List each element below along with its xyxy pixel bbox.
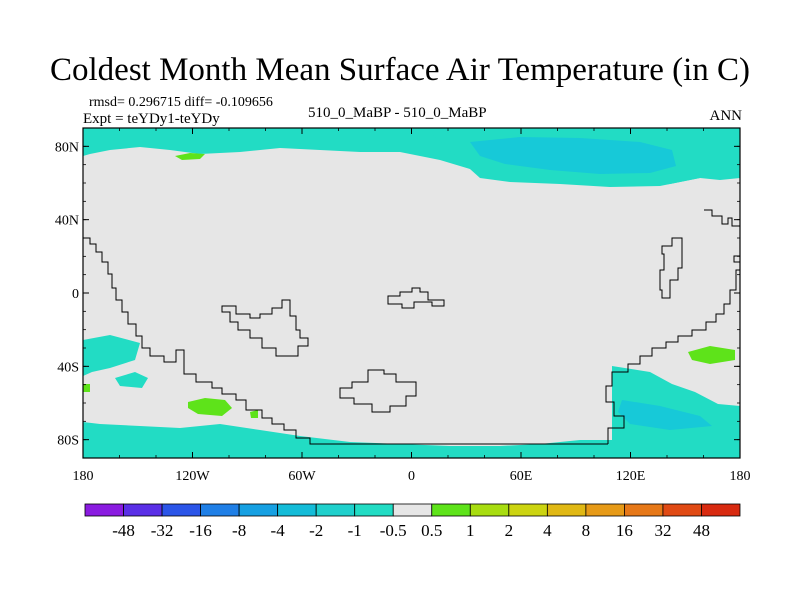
anomaly-region-south-atlantic <box>250 410 258 418</box>
colorbar-swatch <box>277 503 317 517</box>
x-tick-label: 180 <box>730 469 751 484</box>
colorbar-label: -8 <box>232 521 246 540</box>
colorbar-label: -2 <box>309 521 323 540</box>
y-tick-label: 80N <box>55 140 79 155</box>
x-tick-label: 180 <box>73 469 94 484</box>
coastline-south-america-west <box>83 237 608 445</box>
colorbar-label: -16 <box>189 521 212 540</box>
colorbar-swatch <box>508 503 548 517</box>
colorbar-swatch <box>123 503 163 517</box>
coastline-island-west <box>221 299 309 357</box>
y-axis: 80N 40N 0 40S 80S <box>55 127 740 459</box>
colorbar-swatch <box>469 503 510 517</box>
y-tick-label: 0 <box>72 287 79 302</box>
colorbar-label: -4 <box>271 521 286 540</box>
colorbar-label: 4 <box>543 521 552 540</box>
x-tick-label: 120W <box>175 469 210 484</box>
anomaly-region-west-edge <box>83 384 90 392</box>
rmsd-diff-label: rmsd= 0.296715 diff= -0.109656 <box>89 95 273 110</box>
colorbar-label: -0.5 <box>380 521 407 540</box>
anomaly-region-south-of-australia <box>618 400 712 430</box>
colorbar-swatch <box>315 503 356 517</box>
colorbar-swatch <box>431 503 471 517</box>
chart-title: Coldest Month Mean Surface Air Temperatu… <box>50 52 750 88</box>
colorbar-swatch <box>392 503 433 517</box>
colorbar-label: 32 <box>654 521 671 540</box>
anomaly-region-siberian-arctic <box>470 137 676 174</box>
colorbar-swatch <box>84 503 124 517</box>
colorbar-label: -48 <box>112 521 135 540</box>
coastline-east-landmass <box>704 209 740 227</box>
x-tick-label: 60W <box>288 469 316 484</box>
colorbar-label: 8 <box>582 521 591 540</box>
x-tick-label: 120E <box>616 469 646 484</box>
x-tick-label: 60E <box>510 469 533 484</box>
colorbar-swatch <box>238 503 279 517</box>
period-label: ANN <box>709 108 743 124</box>
colorbar-label: 1 <box>466 521 475 540</box>
plot-area <box>83 128 740 458</box>
colorbar-swatch <box>585 503 625 517</box>
colorbar: -48 -32 -16 -8 -4 -2 -1 -0.5 0.5 1 2 4 8 16 32 48 <box>84 503 741 540</box>
colorbar-swatch <box>624 503 664 517</box>
x-tick-label: 0 <box>408 469 415 484</box>
coastlines <box>83 209 740 445</box>
anomaly-region-south-pacific-2 <box>115 372 148 388</box>
anomaly-region-arctic-canada <box>175 153 205 160</box>
anomaly-region-south-pacific <box>83 335 140 376</box>
anomaly-region-south-pacific-patch <box>188 398 232 416</box>
colorbar-label: -32 <box>151 521 174 540</box>
coastline-east-island <box>659 237 683 299</box>
x-axis: 180 120W 60W 0 60E 120E 180 <box>73 128 751 484</box>
colorbar-label: 48 <box>693 521 710 540</box>
colorbar-label: 2 <box>505 521 514 540</box>
coastline-island-central <box>387 287 445 309</box>
y-tick-label: 40N <box>55 214 79 229</box>
colorbar-label: 0.5 <box>421 521 442 540</box>
y-tick-label: 40S <box>57 360 79 375</box>
colorbar-label: 16 <box>616 521 633 540</box>
colorbar-swatch <box>546 503 587 517</box>
anomaly-region-australian-sector <box>612 366 740 452</box>
colorbar-swatch <box>161 503 201 517</box>
experiment-label: Expt = teYDy1-teYDy <box>83 111 220 127</box>
coastline-antarctic-peninsula <box>605 269 740 444</box>
colorbar-swatch <box>200 503 240 517</box>
coastline-island-south <box>339 369 417 413</box>
colorbar-swatch <box>701 503 741 517</box>
colorbar-swatch <box>662 503 702 517</box>
anomaly-region-southern-ocean <box>83 422 740 458</box>
colorbar-swatch <box>354 503 394 517</box>
case-label: 510_0_MaBP - 510_0_MaBP <box>308 105 487 121</box>
colorbar-label: -1 <box>348 521 362 540</box>
anomaly-region-tasman-sea <box>688 346 735 364</box>
y-tick-label: 80S <box>57 434 79 449</box>
